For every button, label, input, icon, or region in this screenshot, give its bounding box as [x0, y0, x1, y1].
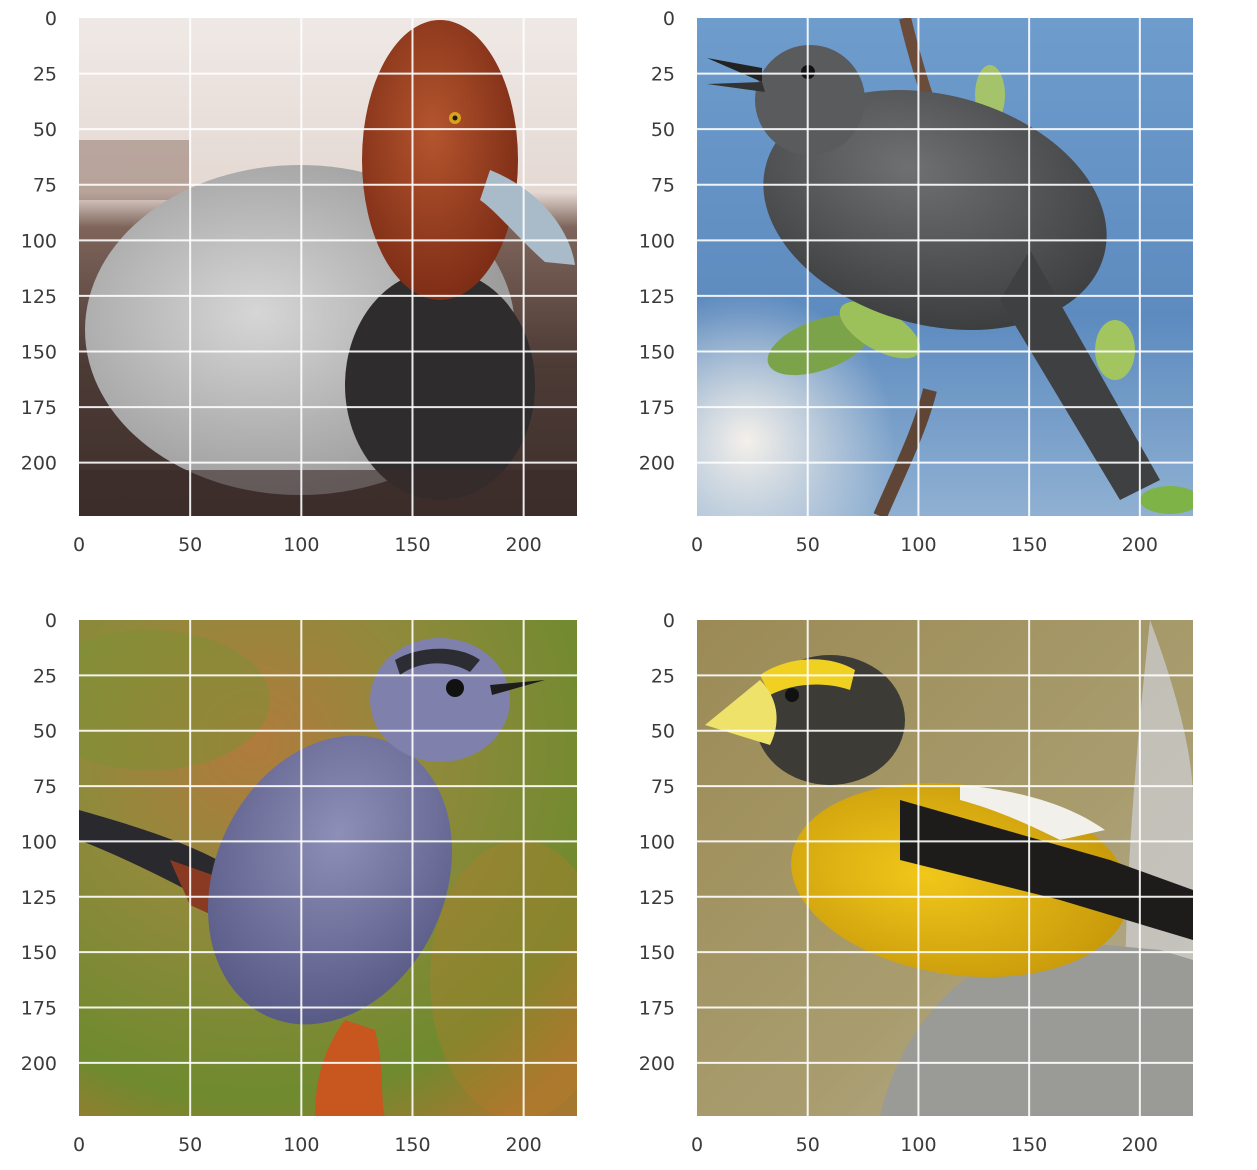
y-tick-label: 125 — [639, 286, 675, 308]
y-tick-label: 175 — [21, 397, 57, 419]
yticks-2: 0 25 50 75 100 125 150 175 200 — [639, 8, 675, 475]
x-tick-label: 0 — [691, 1134, 703, 1156]
y-tick-label: 75 — [33, 175, 57, 197]
image-duck — [79, 18, 577, 516]
y-tick-label: 125 — [21, 286, 57, 308]
x-tick-label: 100 — [283, 534, 319, 556]
x-tick-label: 0 — [691, 534, 703, 556]
x-tick-label: 50 — [796, 534, 820, 556]
grid-1 — [79, 18, 577, 516]
y-tick-label: 75 — [651, 175, 675, 197]
y-tick-label: 125 — [21, 887, 57, 909]
x-tick-label: 200 — [506, 534, 542, 556]
y-tick-label: 25 — [651, 64, 675, 86]
y-tick-label: 100 — [21, 230, 57, 252]
x-tick-label: 150 — [1011, 534, 1047, 556]
y-tick-label: 50 — [33, 119, 57, 141]
x-tick-label: 50 — [796, 1134, 820, 1156]
x-tick-label: 100 — [283, 1134, 319, 1156]
image-grosbeak — [697, 620, 1193, 1116]
yticks-3: 0 25 50 75 100 125 150 175 200 — [21, 610, 57, 1075]
y-tick-label: 50 — [651, 721, 675, 743]
axes-4: 0 50 100 150 200 0 25 50 75 100 125 150 175 200 — [639, 610, 1193, 1156]
xticks-1: 0 50 100 150 200 — [73, 534, 542, 556]
y-tick-label: 150 — [21, 341, 57, 363]
grid-3 — [79, 620, 577, 1116]
image-catbird-perch — [79, 620, 577, 1116]
xticks-3: 0 50 100 150 200 — [73, 1134, 542, 1156]
x-tick-label: 50 — [178, 534, 202, 556]
xticks-2: 0 50 100 150 200 — [691, 534, 1158, 556]
y-tick-label: 200 — [21, 1053, 57, 1075]
y-tick-label: 0 — [663, 610, 675, 632]
y-tick-label: 75 — [651, 776, 675, 798]
y-tick-label: 200 — [639, 453, 675, 475]
grid-4 — [697, 620, 1193, 1116]
yticks-4: 0 25 50 75 100 125 150 175 200 — [639, 610, 675, 1075]
xticks-4: 0 50 100 150 200 — [691, 1134, 1158, 1156]
x-tick-label: 150 — [394, 1134, 430, 1156]
axes-2: 0 50 100 150 200 0 25 50 75 100 125 150 175 200 — [639, 8, 1193, 556]
x-tick-label: 100 — [900, 1134, 936, 1156]
x-tick-label: 200 — [1122, 534, 1158, 556]
y-tick-label: 200 — [21, 453, 57, 475]
x-tick-label: 0 — [73, 1134, 85, 1156]
y-tick-label: 100 — [639, 831, 675, 853]
image-catbird-branch — [697, 18, 1193, 516]
y-tick-label: 25 — [33, 64, 57, 86]
y-tick-label: 150 — [21, 942, 57, 964]
y-tick-label: 175 — [639, 998, 675, 1020]
y-tick-label: 25 — [33, 665, 57, 687]
y-tick-label: 100 — [639, 230, 675, 252]
x-tick-label: 150 — [394, 534, 430, 556]
axes-3: 0 50 100 150 200 0 25 50 75 100 125 150 175 200 — [21, 610, 577, 1156]
y-tick-label: 100 — [21, 831, 57, 853]
yticks-1: 0 25 50 75 100 125 150 175 200 — [21, 8, 57, 475]
y-tick-label: 200 — [639, 1053, 675, 1075]
x-tick-label: 200 — [506, 1134, 542, 1156]
y-tick-label: 0 — [45, 610, 57, 632]
y-tick-label: 175 — [639, 397, 675, 419]
grid-2 — [697, 18, 1193, 516]
x-tick-label: 200 — [1122, 1134, 1158, 1156]
y-tick-label: 0 — [45, 8, 57, 30]
y-tick-label: 50 — [651, 119, 675, 141]
x-tick-label: 0 — [73, 534, 85, 556]
x-tick-label: 100 — [900, 534, 936, 556]
y-tick-label: 150 — [639, 942, 675, 964]
y-tick-label: 125 — [639, 887, 675, 909]
y-tick-label: 75 — [33, 776, 57, 798]
y-tick-label: 0 — [663, 8, 675, 30]
x-tick-label: 150 — [1011, 1134, 1047, 1156]
x-tick-label: 50 — [178, 1134, 202, 1156]
y-tick-label: 25 — [651, 665, 675, 687]
y-tick-label: 150 — [639, 341, 675, 363]
y-tick-label: 50 — [33, 721, 57, 743]
y-tick-label: 175 — [21, 998, 57, 1020]
axes-1: 0 50 100 150 200 0 25 50 75 100 125 150 175 200 — [21, 8, 577, 556]
